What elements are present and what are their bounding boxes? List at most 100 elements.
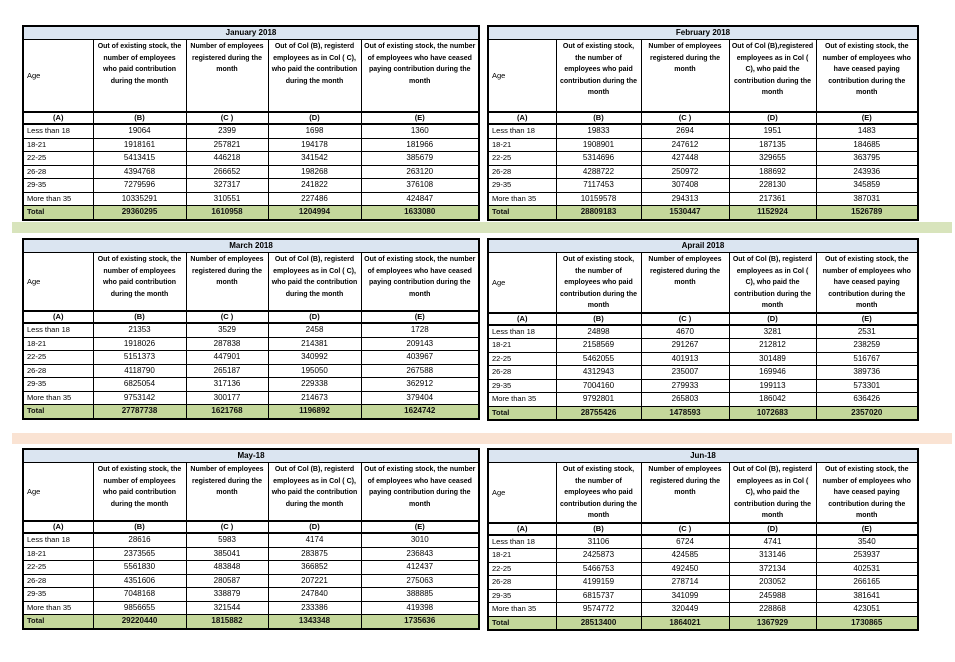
col-d-header: Out of Col (B), registerd employees as i… xyxy=(267,252,362,312)
table-row: 29-35 7279596 327317 241822 376108 xyxy=(22,178,480,193)
column-letter-row: (A) (B) (C ) (D) (E) xyxy=(22,111,480,125)
total-value-cell-d: 1152924 xyxy=(728,205,817,220)
col-c-header: Number of employees registered during th… xyxy=(640,462,730,523)
total-value-cell-c: 1478593 xyxy=(640,405,730,421)
value-cell-c: 6724 xyxy=(640,534,730,549)
column-letter-e: (E) xyxy=(360,111,480,125)
table-row: 18-21 1918161 257821 194178 181966 xyxy=(22,137,480,152)
value-cell-c: 300177 xyxy=(185,390,269,405)
total-value-cell-c: 1815882 xyxy=(185,614,269,629)
table-row: Less than 18 21353 3529 2458 1728 xyxy=(22,322,480,338)
age-cell: 18-21 xyxy=(487,338,557,353)
value-cell-c: 294313 xyxy=(640,191,730,206)
age-cell: More than 35 xyxy=(487,602,557,617)
age-cell: 22-25 xyxy=(22,151,94,166)
table-row: 22-25 5561830 483848 366852 412437 xyxy=(22,560,480,575)
value-cell-d: 4741 xyxy=(728,534,817,549)
table-february-2018: February 2018 Age Out of existing stock,… xyxy=(487,25,919,221)
age-cell: Less than 18 xyxy=(22,532,94,548)
age-cell: More than 35 xyxy=(22,191,94,206)
col-d-header: Out of Col (B),registered employees as i… xyxy=(728,39,817,113)
value-cell-c: 307408 xyxy=(640,178,730,193)
value-cell-e: 243936 xyxy=(815,164,919,179)
total-row: Total 29220440 1815882 1343348 1735636 xyxy=(22,614,480,629)
age-cell: More than 35 xyxy=(22,600,94,615)
value-cell-b: 9792801 xyxy=(555,392,642,407)
age-cell: 29-35 xyxy=(487,378,557,393)
value-cell-e: 267588 xyxy=(360,363,480,378)
age-cell: Less than 18 xyxy=(487,324,557,339)
value-cell-e: 385679 xyxy=(360,151,480,166)
col-b-header: Out of existing stock, the number of emp… xyxy=(555,252,642,313)
table-row: Less than 18 19064 2399 1698 1360 xyxy=(22,123,480,139)
total-value-cell-c: 1530447 xyxy=(640,205,730,220)
value-cell-b: 21353 xyxy=(92,322,187,338)
total-label-cell: Total xyxy=(22,205,94,220)
table-row: 18-21 2158569 291267 212812 238259 xyxy=(487,338,919,353)
value-cell-b: 5314696 xyxy=(555,151,642,166)
value-cell-b: 10335291 xyxy=(92,191,187,206)
age-cell: 22-25 xyxy=(487,351,557,366)
value-cell-c: 2399 xyxy=(185,123,269,139)
column-letter-a: (A) xyxy=(22,111,94,125)
total-value-cell-c: 1864021 xyxy=(640,615,730,631)
value-cell-c: 338879 xyxy=(185,587,269,602)
table-header-row: Age Out of existing stock, the number of… xyxy=(487,462,919,523)
col-c-header: Number of employees registered during th… xyxy=(185,39,269,113)
value-cell-c: 492450 xyxy=(640,561,730,576)
value-cell-d: 186042 xyxy=(728,392,817,407)
col-b-header: Out of existing stock, the number of emp… xyxy=(92,252,187,312)
age-column-header: Age xyxy=(487,462,557,523)
value-cell-c: 235007 xyxy=(640,365,730,380)
value-cell-e: 389736 xyxy=(815,365,919,380)
total-label-cell: Total xyxy=(22,614,94,629)
value-cell-d: 372134 xyxy=(728,561,817,576)
value-cell-d: 245988 xyxy=(728,588,817,603)
value-cell-e: 381641 xyxy=(815,588,919,603)
total-value-cell-b: 28809183 xyxy=(555,205,642,220)
table-row: 26-28 4351606 280587 207221 275063 xyxy=(22,573,480,588)
column-letter-d: (D) xyxy=(267,111,362,125)
value-cell-b: 2373565 xyxy=(92,546,187,561)
table-row: Less than 18 28616 5983 4174 3010 xyxy=(22,532,480,548)
total-row: Total 28755426 1478593 1072683 2357020 xyxy=(487,405,919,421)
value-cell-c: 2694 xyxy=(640,123,730,139)
green-separator-band xyxy=(12,222,952,233)
column-letter-e: (E) xyxy=(360,310,480,324)
value-cell-e: 209143 xyxy=(360,336,480,351)
column-letter-c: (C ) xyxy=(640,111,730,125)
column-letter-b: (B) xyxy=(555,111,642,125)
value-cell-b: 28616 xyxy=(92,532,187,548)
value-cell-e: 412437 xyxy=(360,560,480,575)
column-letter-a: (A) xyxy=(487,311,557,326)
value-cell-e: 403967 xyxy=(360,350,480,365)
value-cell-e: 238259 xyxy=(815,338,919,353)
col-c-header: Number of employees registered during th… xyxy=(185,252,269,312)
value-cell-b: 4312943 xyxy=(555,365,642,380)
value-cell-b: 4288722 xyxy=(555,164,642,179)
column-letter-a: (A) xyxy=(487,111,557,125)
value-cell-d: 329655 xyxy=(728,151,817,166)
age-cell: 29-35 xyxy=(22,587,94,602)
col-b-header: Out of existing stock, the number of emp… xyxy=(555,39,642,113)
table-row: More than 35 9792801 265803 186042 636426 xyxy=(487,392,919,407)
value-cell-d: 233386 xyxy=(267,600,362,615)
value-cell-d: 301489 xyxy=(728,351,817,366)
value-cell-b: 31106 xyxy=(555,534,642,549)
column-letter-a: (A) xyxy=(22,520,94,534)
total-label-cell: Total xyxy=(487,405,557,421)
value-cell-d: 228130 xyxy=(728,178,817,193)
table-title: February 2018 xyxy=(487,25,919,40)
value-cell-e: 236843 xyxy=(360,546,480,561)
col-d-header: Out of Col (B), registerd employees as i… xyxy=(728,252,817,313)
table-header-row: Age Out of existing stock, the number of… xyxy=(487,252,919,313)
column-letter-b: (B) xyxy=(92,111,187,125)
value-cell-d: 313146 xyxy=(728,548,817,563)
table-row: More than 35 10335291 310551 227486 424847 xyxy=(22,191,480,206)
col-e-header: Out of existing stock, the number of emp… xyxy=(815,39,919,113)
age-cell: 22-25 xyxy=(487,151,557,166)
age-cell: 18-21 xyxy=(22,336,94,351)
value-cell-e: 3540 xyxy=(815,534,919,549)
value-cell-c: 341099 xyxy=(640,588,730,603)
